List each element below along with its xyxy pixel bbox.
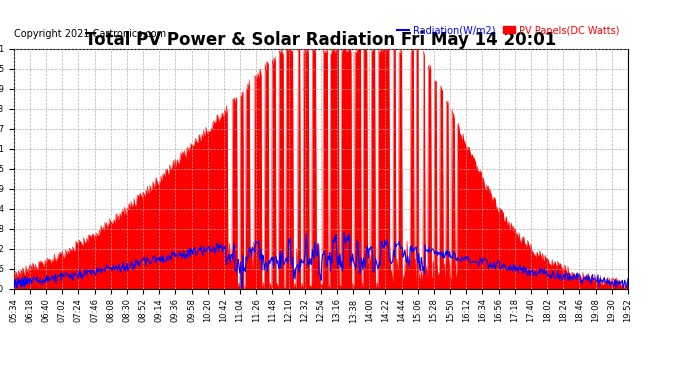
Legend: Radiation(W/m2), PV Panels(DC Watts): Radiation(W/m2), PV Panels(DC Watts) (393, 21, 623, 39)
Title: Total PV Power & Solar Radiation Fri May 14 20:01: Total PV Power & Solar Radiation Fri May… (86, 31, 556, 49)
Text: Copyright 2021 Cartronics.com: Copyright 2021 Cartronics.com (14, 29, 166, 39)
